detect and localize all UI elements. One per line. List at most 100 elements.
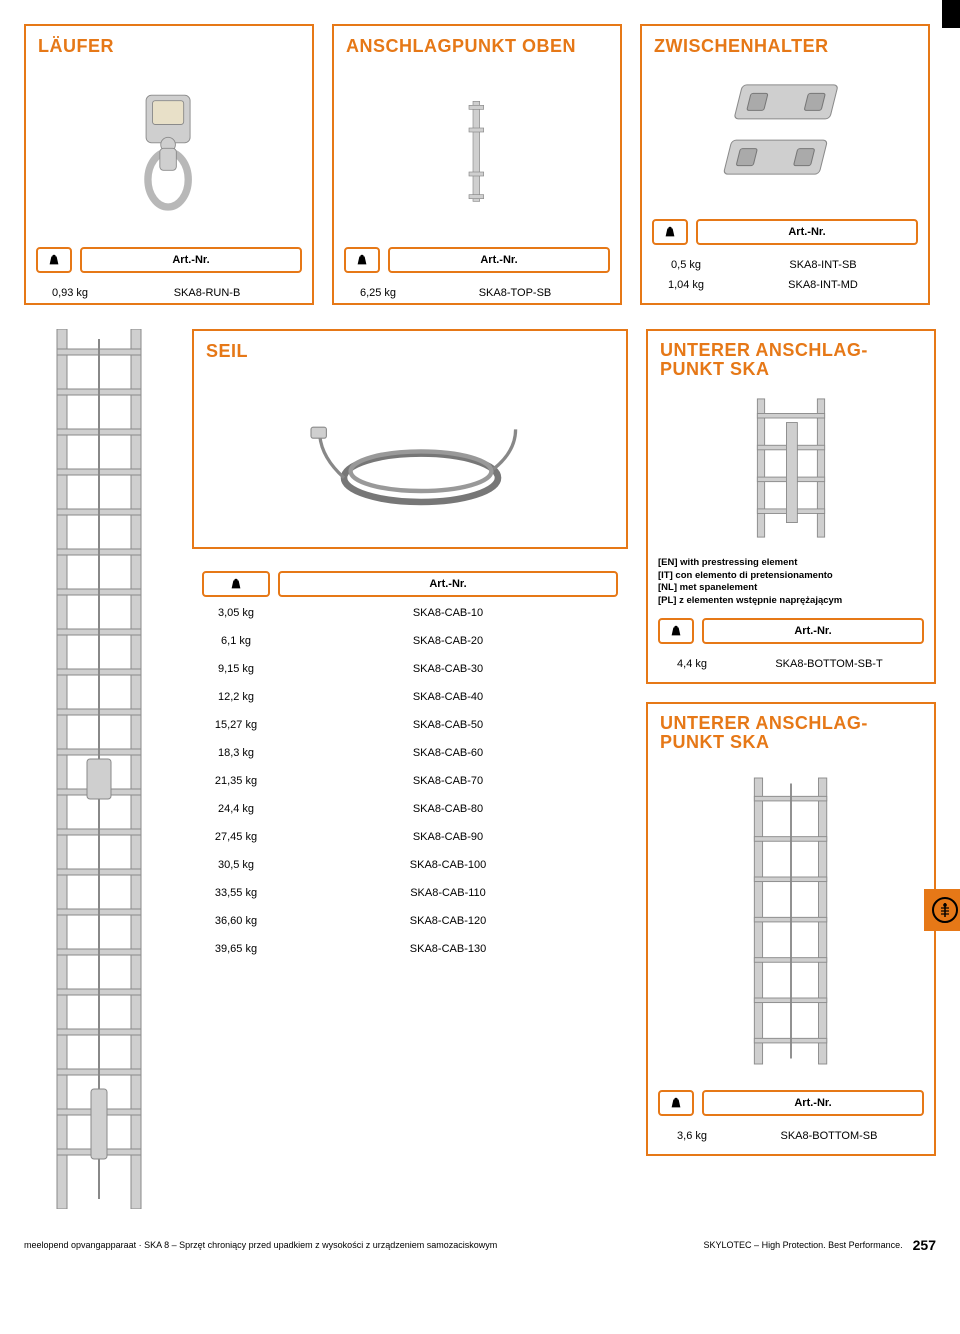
weight-value: 6,25 kg	[344, 287, 412, 299]
weight-icon-header	[658, 618, 694, 644]
weight-value: 39,65 kg	[202, 943, 270, 955]
corner-tab	[942, 0, 960, 28]
card-unterer-t: UNTERER ANSCHLAG-PUNKT SKA [EN] with pre…	[646, 329, 936, 684]
product-image	[194, 368, 626, 547]
weight-value: 36,60 kg	[202, 915, 270, 927]
art-value: SKA8-INT-SB	[728, 259, 918, 271]
weight-value: 27,45 kg	[202, 831, 270, 843]
art-value: SKA8-BOTTOM-SB-T	[734, 658, 924, 670]
top-anchor-illustration	[457, 72, 497, 232]
desc-pl: [PL] z elementen wstępnie naprężającym	[658, 595, 842, 606]
data-row: 4,4 kg SKA8-BOTTOM-SB-T	[648, 654, 934, 682]
title-text: UNTERER ANSCHLAG-PUNKT SKA	[660, 340, 868, 379]
weight-icon-header	[36, 247, 72, 273]
table-row: 39,65 kgSKA8-CAB-130	[192, 935, 628, 963]
table-row: 30,5 kgSKA8-CAB-100	[192, 851, 628, 879]
art-value: SKA8-RUN-B	[112, 287, 302, 299]
card-zwischenhalter: ZWISCHENHALTER	[640, 24, 930, 305]
weight-value: 0,93 kg	[36, 287, 104, 299]
art-value: SKA8-CAB-50	[278, 719, 618, 731]
weight-value: 0,5 kg	[652, 259, 720, 271]
weight-icon	[669, 1096, 683, 1110]
weight-icon	[229, 577, 243, 591]
table-head: Art.-Nr.	[192, 567, 628, 599]
card-title: ZWISCHENHALTER	[642, 26, 928, 63]
table-row: 6,1 kgSKA8-CAB-20	[192, 627, 628, 655]
art-value: SKA8-CAB-60	[278, 747, 618, 759]
ladder-illustration-wrap	[24, 329, 174, 1209]
weight-value: 3,6 kg	[658, 1130, 726, 1142]
weight-value: 3,05 kg	[202, 607, 270, 619]
weight-icon-header	[658, 1090, 694, 1116]
art-header: Art.-Nr.	[278, 571, 618, 597]
header-row: Art.-Nr.	[642, 213, 928, 255]
page: LÄUFER Art.-Nr. 0,93 kg SKA8-RUN-B	[0, 0, 960, 1219]
card-anschlag-oben: ANSCHLAGPUNKT OBEN Art.-Nr. 6,25 kg SKA	[332, 24, 622, 305]
header-row: Art.-Nr.	[648, 1084, 934, 1126]
art-value: SKA8-CAB-90	[278, 831, 618, 843]
weight-icon-header	[202, 571, 270, 597]
bottom-anchor-illustration	[736, 766, 846, 1076]
bottom-anchor-t-illustration	[741, 393, 841, 543]
card-title: LÄUFER	[26, 26, 312, 63]
header-row: Art.-Nr.	[26, 241, 312, 283]
person-ladder-icon	[937, 902, 953, 918]
weight-value: 24,4 kg	[202, 803, 270, 815]
right-column: UNTERER ANSCHLAG-PUNKT SKA [EN] with pre…	[646, 329, 936, 1156]
ladder-illustration	[34, 329, 164, 1209]
art-value: SKA8-CAB-10	[278, 607, 618, 619]
weight-value: 15,27 kg	[202, 719, 270, 731]
description: [EN] with prestressing element [IT] con …	[648, 551, 934, 612]
card-title: UNTERER ANSCHLAG-PUNKT SKA	[648, 704, 934, 758]
table-row: 3,05 kg SKA8-CAB-10	[192, 599, 628, 627]
art-header: Art.-Nr.	[702, 618, 924, 644]
table-body: 3,05 kg SKA8-CAB-10 6,1 kgSKA8-CAB-20 9,15 …	[192, 599, 628, 963]
card-title: UNTERER ANSCHLAG-PUNKT SKA	[648, 331, 934, 385]
footer: meelopend opvangapparaat · SKA 8 – Sprzę…	[0, 1219, 960, 1265]
card-unterer: UNTERER ANSCHLAG-PUNKT SKA	[646, 702, 936, 1156]
art-header: Art.-Nr.	[388, 247, 610, 273]
footer-brand: SKYLOTEC – High Protection. Best Perform…	[704, 1240, 903, 1250]
table-row: 15,27 kg SKA8-CAB-50	[192, 711, 628, 739]
art-value: SKA8-CAB-40	[278, 691, 618, 703]
weight-value: 4,4 kg	[658, 658, 726, 670]
art-value: SKA8-CAB-110	[278, 887, 618, 899]
weight-icon	[47, 253, 61, 267]
product-image	[334, 63, 620, 241]
art-header: Art.-Nr.	[80, 247, 302, 273]
product-image	[648, 758, 934, 1084]
cable-illustration	[300, 388, 520, 528]
product-image	[648, 385, 934, 551]
table-row: 18,3 kg SKA8-CAB-60	[192, 739, 628, 767]
art-value: SKA8-CAB-80	[278, 803, 618, 815]
desc-it: [IT] con elemento di pretensionamento	[658, 570, 833, 581]
card-laufer: LÄUFER Art.-Nr. 0,93 kg SKA8-RUN-B	[24, 24, 314, 305]
weight-value: 21,35 kg	[202, 775, 270, 787]
weight-value: 18,3 kg	[202, 747, 270, 759]
weight-icon	[663, 225, 677, 239]
weight-value: 30,5 kg	[202, 859, 270, 871]
art-header: Art.-Nr.	[696, 219, 918, 245]
footer-right: SKYLOTEC – High Protection. Best Perform…	[704, 1237, 936, 1253]
data-row: 0,5 kg SKA8-INT-SB	[642, 255, 928, 275]
art-value: SKA8-CAB-120	[278, 915, 618, 927]
lower-area: SEIL Art.-Nr.	[24, 329, 936, 1209]
art-value: SKA8-CAB-20	[278, 635, 618, 647]
table-row: 33,55 kgSKA8-CAB-110	[192, 879, 628, 907]
weight-icon	[669, 624, 683, 638]
weight-value: 1,04 kg	[652, 279, 720, 291]
middle-column: SEIL Art.-Nr.	[192, 329, 628, 963]
art-value: SKA8-TOP-SB	[420, 287, 610, 299]
desc-en: [EN] with prestressing element	[658, 557, 797, 568]
side-badge	[924, 889, 960, 931]
weight-icon	[355, 253, 369, 267]
top-row: LÄUFER Art.-Nr. 0,93 kg SKA8-RUN-B	[24, 24, 936, 305]
art-header: Art.-Nr.	[702, 1090, 924, 1116]
table-row: 24,4 kg SKA8-CAB-80	[192, 795, 628, 823]
card-seil: SEIL	[192, 329, 628, 549]
laufer-illustration	[114, 77, 224, 227]
table-row: 27,45 kg SKA8-CAB-90	[192, 823, 628, 851]
weight-value: 9,15 kg	[202, 663, 270, 675]
table-row: 36,60 kg SKA8-CAB-120	[192, 907, 628, 935]
data-row: 0,93 kg SKA8-RUN-B	[26, 283, 312, 303]
